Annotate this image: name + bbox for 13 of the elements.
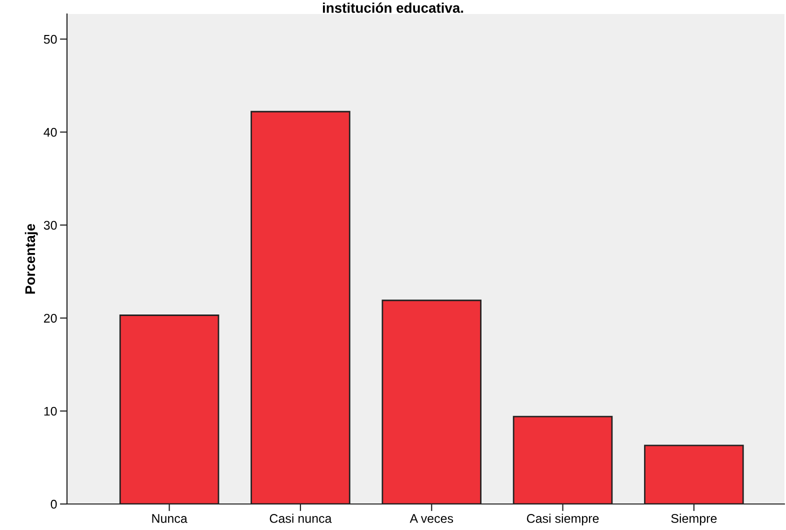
x-tick-label: Nunca bbox=[152, 514, 188, 523]
y-tick-label: 50 bbox=[44, 34, 57, 44]
y-tick-label: 30 bbox=[44, 220, 57, 230]
y-tick-label: 10 bbox=[44, 406, 57, 416]
y-axis-title: Porcentaje bbox=[24, 224, 38, 294]
x-tick-label: Casi nunca bbox=[270, 514, 332, 523]
x-tick-label: A veces bbox=[410, 514, 454, 523]
y-tick-label: 40 bbox=[44, 128, 57, 137]
chart-title: institución educativa. bbox=[322, 2, 464, 13]
y-tick-label: 20 bbox=[44, 314, 57, 323]
x-tick-label: Casi siempre bbox=[526, 514, 599, 526]
x-tick-label: Siempre bbox=[671, 514, 717, 526]
y-tick-label: 0 bbox=[50, 500, 57, 509]
